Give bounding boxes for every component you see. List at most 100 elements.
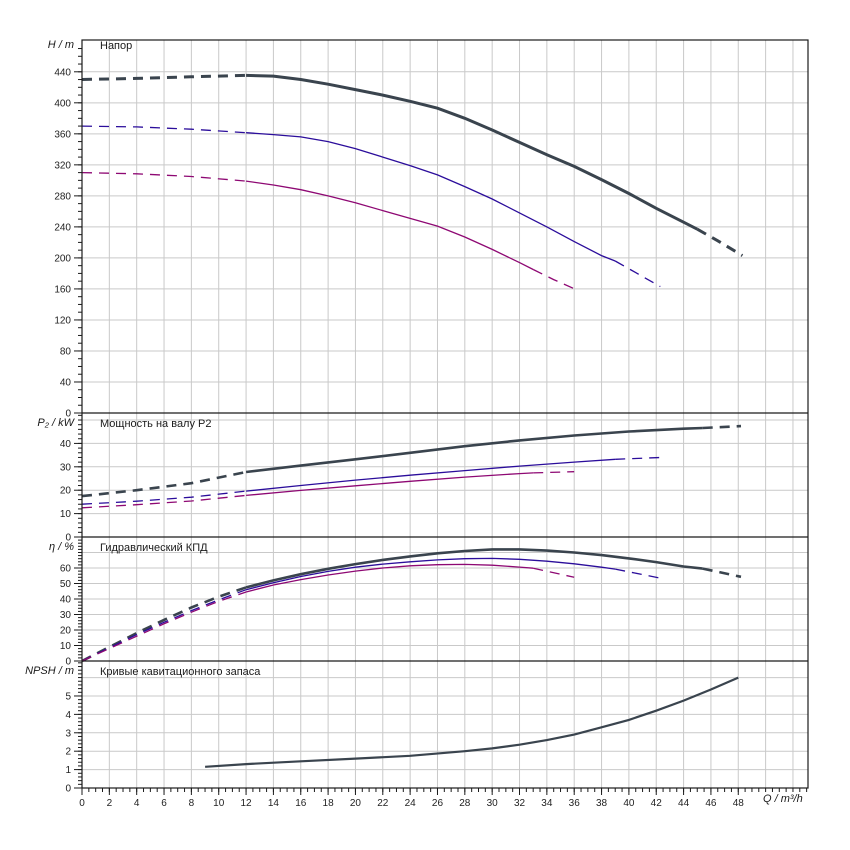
svg-text:320: 320 (54, 160, 71, 171)
efficiency-curve-1-dashed (81, 586, 247, 663)
head-curve-2-solid (246, 132, 616, 262)
svg-text:20: 20 (60, 626, 72, 637)
y-axis-label-power: P₂ / kW (37, 417, 74, 429)
efficiency-curve-2-dashed (615, 568, 661, 579)
svg-text:48: 48 (733, 798, 745, 809)
curves (81, 73, 744, 768)
svg-text:10: 10 (60, 641, 72, 652)
panel-title-power: Мощность на валу P2 (100, 418, 212, 430)
svg-text:18: 18 (323, 798, 335, 809)
svg-text:6: 6 (161, 798, 167, 809)
head-curve-3-dashed (532, 268, 579, 292)
y-axis-label-npsh: NPSH / m (25, 665, 74, 677)
svg-text:14: 14 (268, 798, 280, 809)
power-curve-3-solid (246, 472, 534, 497)
head-curve-1-dashed (81, 73, 247, 81)
svg-text:3: 3 (65, 728, 71, 739)
svg-text:0: 0 (65, 784, 71, 795)
svg-text:12: 12 (241, 798, 253, 809)
svg-text:400: 400 (54, 98, 71, 109)
panel-efficiency-curves (81, 548, 742, 663)
svg-text:46: 46 (705, 798, 717, 809)
npsh-curve-1-solid (205, 676, 739, 768)
panel-title-head: Напор (100, 40, 133, 52)
svg-text:44: 44 (678, 798, 690, 809)
svg-text:10: 10 (213, 798, 225, 809)
power-curve-2-dashed (81, 490, 247, 505)
svg-text:26: 26 (432, 798, 444, 809)
svg-text:240: 240 (54, 222, 71, 233)
y-axis-label-head: H / m (47, 39, 74, 51)
axes-and-ticks (74, 39, 809, 795)
svg-text:20: 20 (350, 798, 362, 809)
panel-head-curves (81, 73, 744, 292)
efficiency-curve-3-dashed (81, 591, 247, 662)
svg-text:40: 40 (60, 439, 72, 450)
head-curve-3-solid (246, 180, 534, 271)
svg-text:8: 8 (189, 798, 195, 809)
svg-text:0: 0 (65, 657, 71, 668)
svg-text:16: 16 (295, 798, 307, 809)
svg-text:0: 0 (65, 409, 71, 420)
power-curve-3-dashed (533, 471, 575, 474)
head-curve-3-dashed (81, 171, 247, 182)
panel-title-efficiency: Гидравлический КПД (100, 542, 208, 554)
svg-text:22: 22 (377, 798, 389, 809)
power-curve-1-solid (245, 426, 703, 474)
svg-text:30: 30 (60, 610, 72, 621)
panel-power-curves (81, 424, 742, 509)
x-axis-label: Q / m³/h (763, 793, 803, 805)
svg-text:0: 0 (79, 798, 85, 809)
tick-labels: 0408012016020024028032036040044001020304… (54, 67, 744, 809)
efficiency-curve-2-solid (245, 557, 616, 591)
head-curve-1-solid (246, 73, 698, 231)
efficiency-curve-3-dashed (533, 567, 575, 578)
power-curve-2-dashed (615, 456, 661, 460)
svg-text:20: 20 (60, 486, 72, 497)
plot-border (81, 39, 809, 789)
svg-text:30: 30 (60, 462, 72, 473)
svg-text:42: 42 (651, 798, 663, 809)
svg-text:1: 1 (65, 765, 71, 776)
svg-text:30: 30 (487, 798, 499, 809)
svg-text:4: 4 (65, 710, 71, 721)
power-curve-2-solid (246, 458, 616, 492)
svg-text:60: 60 (60, 564, 72, 575)
power-curve-1-dashed (702, 424, 742, 430)
efficiency-curve-3-solid (245, 563, 534, 593)
panel-npsh-curves (205, 676, 739, 768)
svg-text:0: 0 (65, 533, 71, 544)
efficiency-curve-1-solid (245, 548, 703, 589)
efficiency-curve-2-dashed (81, 589, 247, 662)
svg-text:2: 2 (65, 747, 71, 758)
y-axis-label-efficiency: η / % (48, 541, 74, 553)
svg-text:160: 160 (54, 284, 71, 295)
svg-text:40: 40 (623, 798, 635, 809)
svg-text:40: 40 (60, 377, 72, 388)
svg-text:32: 32 (514, 798, 526, 809)
power-curve-3-dashed (81, 494, 247, 509)
svg-text:36: 36 (569, 798, 581, 809)
power-curve-1-dashed (81, 470, 247, 498)
svg-text:24: 24 (405, 798, 417, 809)
efficiency-curve-1-dashed (702, 567, 742, 579)
head-curve-1-dashed (696, 227, 744, 257)
svg-text:40: 40 (60, 595, 72, 606)
svg-text:34: 34 (541, 798, 553, 809)
gridlines (82, 40, 808, 788)
svg-text:38: 38 (596, 798, 608, 809)
head-curve-2-dashed (81, 125, 247, 134)
svg-text:10: 10 (60, 509, 72, 520)
svg-text:2: 2 (107, 798, 113, 809)
panel-title-npsh: Кривые кавитационного запаса (100, 666, 261, 678)
svg-text:280: 280 (54, 191, 71, 202)
svg-text:28: 28 (459, 798, 471, 809)
svg-text:440: 440 (54, 67, 71, 78)
svg-text:80: 80 (60, 346, 72, 357)
svg-text:4: 4 (134, 798, 140, 809)
svg-text:200: 200 (54, 253, 71, 264)
svg-text:5: 5 (65, 691, 71, 702)
head-curve-2-dashed (614, 260, 661, 288)
